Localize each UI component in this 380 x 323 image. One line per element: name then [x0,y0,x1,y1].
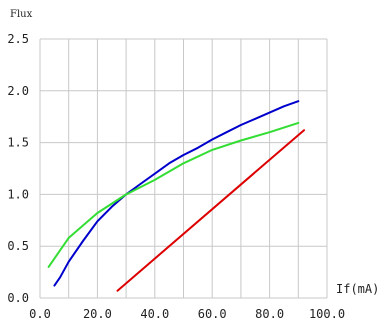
x-axis-label: If(mA) [336,282,379,296]
x-tick-label: 60.0 [198,307,227,321]
y-axis-label: Flux [10,9,33,20]
series-line-3 [116,129,305,292]
y-tick-label: 0.0 [7,291,29,305]
grid [39,38,328,299]
y-tick-label: 1.0 [7,187,29,201]
y-tick-label: 0.5 [7,239,29,253]
y-tick-label: 2.5 [7,32,29,46]
x-tick-label: 100.0 [309,307,345,321]
y-tick-label: 1.5 [7,136,29,150]
x-tick-label: 80.0 [255,307,284,321]
y-tick-label: 2.0 [7,84,29,98]
x-tick-label: 20.0 [83,307,112,321]
series-group [47,100,305,292]
series-line-2 [47,121,300,268]
x-tick-label: 40.0 [140,307,169,321]
x-tick-label: 0.0 [29,307,51,321]
y-tick-labels: 0.0 0.5 1.0 1.5 2.0 2.5 [7,32,29,305]
series-line-1 [53,100,300,287]
x-tick-labels: 0.0 20.0 40.0 60.0 80.0 100.0 [29,307,345,321]
